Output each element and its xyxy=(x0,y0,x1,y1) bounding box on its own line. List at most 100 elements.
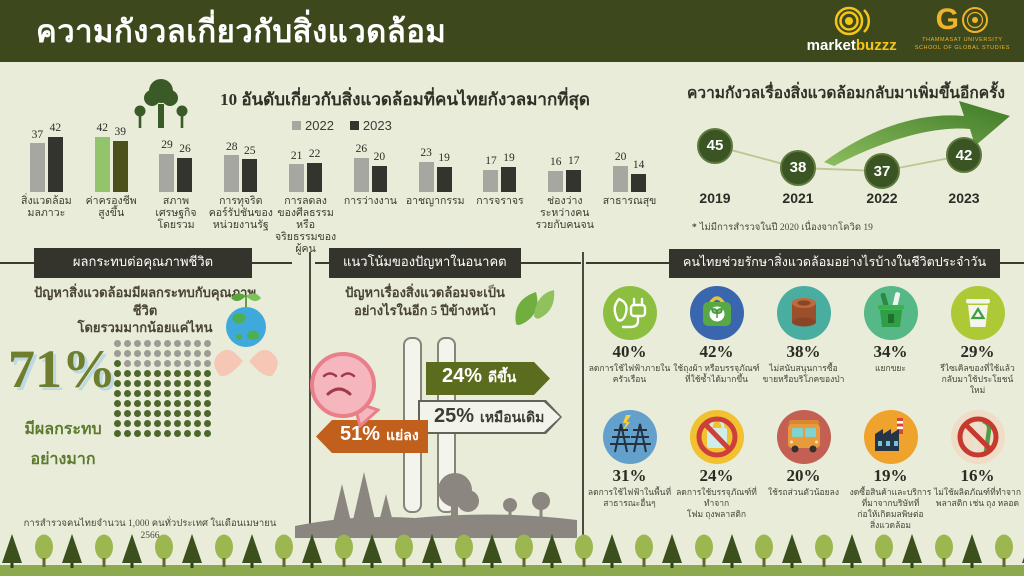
dot-green xyxy=(184,380,191,387)
trend-footnote: * ไม่มีการสำรวจในปี 2020 เนื่องจากโควิด 1… xyxy=(692,220,873,235)
dot-green xyxy=(144,430,151,437)
dot-green xyxy=(114,430,121,437)
impact-question: ปัญหาสิ่งแวดล้อมมีผลกระทบกับคุณภาพชีวิต … xyxy=(33,285,257,336)
actions-grid: 40% ลดการใช้ไฟฟ้าภายในครัวเรือน 42% ใช้ถ… xyxy=(586,286,1022,531)
go-line1: THAMMASAT UNIVERSITY xyxy=(922,36,1003,43)
dot-gray xyxy=(134,350,141,357)
action-card: 38% ไม่สนับสนุนการซื้อ ขายหรือบริโภคของป… xyxy=(760,286,847,396)
recycle-bin-icon xyxy=(950,286,1005,340)
bar-column: 20 xyxy=(371,152,387,192)
footer-strip xyxy=(0,565,1024,576)
legend-2023-swatch xyxy=(349,121,359,130)
bar-column: 29 xyxy=(159,140,175,192)
action-percent: 20% xyxy=(786,465,821,485)
dot-green xyxy=(134,430,141,437)
bar xyxy=(631,173,647,192)
bar-value: 28 xyxy=(226,140,238,153)
dot-green xyxy=(114,420,121,427)
trend-year-label: 2021 xyxy=(782,190,814,206)
dot-green xyxy=(164,420,171,427)
dot-green xyxy=(164,410,171,417)
impact-dot-grid xyxy=(114,340,211,437)
action-percent: 40% xyxy=(612,342,647,361)
bar xyxy=(307,162,323,192)
bar-column: 17 xyxy=(483,156,499,192)
action-card: 19% งดซื้อสินค้าและบริการ ที่มาจากบริษัท… xyxy=(847,409,934,531)
action-percent: 29% xyxy=(960,342,995,361)
action-label: รีไซเคิลของที่ใช้แล้ว กลับมาใช้ประโยชน์ใ… xyxy=(940,362,1015,395)
bar-group: 20 14 xyxy=(597,116,662,192)
reusable-bag-icon xyxy=(689,286,744,340)
dot-green xyxy=(154,410,161,417)
no-plastic-bag-icon xyxy=(689,409,744,464)
dot-green xyxy=(154,420,161,427)
bar xyxy=(566,169,582,192)
bar-group: 16 17 xyxy=(532,116,597,192)
action-label: ลดการใช้ไฟฟ้าภายในครัวเรือน xyxy=(588,362,671,384)
bar xyxy=(224,155,240,192)
dot-green xyxy=(174,410,181,417)
no-straw-icon xyxy=(950,409,1005,464)
dot-gray xyxy=(124,350,131,357)
dot-green xyxy=(174,420,181,427)
dot-green xyxy=(174,380,181,387)
bar-category-label: การทุจริต คอร์รัปชันของ หน่วยงานรัฐ xyxy=(208,196,273,232)
go-letter: G xyxy=(935,2,960,36)
bar-column: 19 xyxy=(501,153,517,192)
dot-green xyxy=(144,370,151,377)
dot-green xyxy=(154,390,161,397)
dot-gray xyxy=(204,340,211,347)
sad-face-icon xyxy=(310,352,376,418)
action-percent: 38% xyxy=(786,342,821,361)
impact-percent: 71% xyxy=(8,339,116,399)
bar-value: 26 xyxy=(179,143,191,156)
bus-icon xyxy=(776,409,831,464)
factory-icon xyxy=(863,409,918,464)
bar-value: 17 xyxy=(568,155,580,168)
log-icon xyxy=(776,286,831,340)
dot-green xyxy=(204,370,211,377)
dot-gray xyxy=(144,350,151,357)
dot-gray xyxy=(154,350,161,357)
future-worse-arrow: 51% แย่ลง xyxy=(316,420,428,453)
better-label: ดีขึ้น xyxy=(488,371,517,386)
bar xyxy=(47,136,63,192)
dot-green xyxy=(194,420,201,427)
dot-green xyxy=(204,420,211,427)
legend-2022: 2022 xyxy=(292,118,334,133)
legend-2022-swatch xyxy=(292,121,301,130)
bar-column: 20 xyxy=(613,151,629,192)
trend-year-label: 2019 xyxy=(699,190,731,206)
dot-green xyxy=(204,390,211,397)
trend-node: 38 xyxy=(780,149,816,186)
bar xyxy=(289,164,305,192)
trend-node: 37 xyxy=(864,153,900,190)
bar-category-label: สิ่งแวดล้อม มลภาวะ xyxy=(21,196,72,220)
survey-note: การสำรวจคนไทยจำนวน 1,000 คนทั่วประเทศ ใน… xyxy=(23,519,277,541)
impact-caption: มีผลกระทบ อย่างมาก xyxy=(24,421,102,469)
action-card: 16% ไม่ใช้ผลิตภัณฑ์ที่ทำจาก พลาสติก เช่น… xyxy=(934,409,1021,531)
dot-green xyxy=(194,410,201,417)
bar-category-label: อาชญากรรม xyxy=(405,196,465,207)
marketbuzzz-logo: marketbuzzz xyxy=(807,4,897,53)
dot-green xyxy=(134,410,141,417)
dot-green xyxy=(124,390,131,397)
future-same-arrow: 25% เหมือนเดิม xyxy=(418,400,562,434)
footer-tree-border xyxy=(2,534,1024,568)
dot-green xyxy=(124,380,131,387)
better-pct: 24% xyxy=(442,365,483,387)
dot-gray xyxy=(114,350,121,357)
bar-group: 37 42 xyxy=(14,116,79,192)
footnote-text: ไม่มีการสำรวจในปี 2020 เนื่องจากโควิด 19 xyxy=(699,223,873,233)
dot-green xyxy=(204,430,211,437)
bar-value: 22 xyxy=(308,148,321,161)
bar-group: 23 19 xyxy=(403,116,468,192)
dot-green xyxy=(164,430,171,437)
bar-column: 21 xyxy=(289,150,305,192)
bar-value: 20 xyxy=(614,151,627,164)
bar xyxy=(29,143,45,192)
same-pct: 25% xyxy=(434,405,475,427)
trend-node: 45 xyxy=(697,127,733,164)
bar-category-label: ค่าครองชีพ สูงขึ้น xyxy=(85,196,137,220)
bar-column: 25 xyxy=(242,145,258,192)
